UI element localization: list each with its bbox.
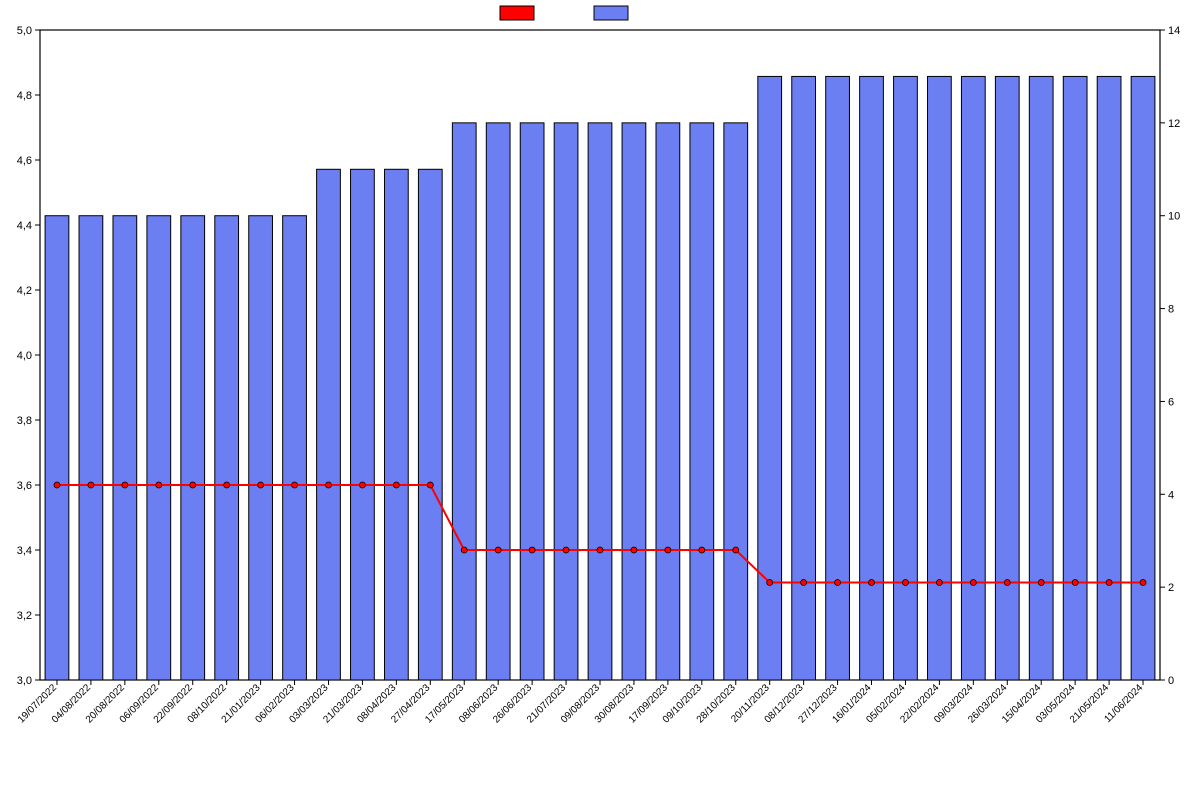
line-marker: [122, 482, 128, 488]
y-left-label: 3,8: [17, 415, 32, 427]
y-left-label: 4,8: [17, 90, 32, 102]
y-right-label: 4: [1168, 489, 1174, 501]
line-marker: [156, 482, 162, 488]
combo-chart: 3,0 3,2 3,4 3,6 3,8 4,0 4,2 4,4 4,6 4,8 5,0 0 2 4 6 8 10…: [0, 0, 1200, 800]
line-marker: [54, 482, 60, 488]
y-left-label: 3,4: [17, 545, 32, 557]
bar: [147, 216, 171, 680]
line-marker: [699, 547, 705, 553]
bar: [1097, 76, 1121, 680]
bar: [79, 216, 103, 680]
line-marker: [835, 580, 841, 586]
bar: [690, 123, 714, 680]
y-left-label: 4,6: [17, 155, 32, 167]
line-marker: [88, 482, 94, 488]
bar: [656, 123, 680, 680]
y-right-label: 2: [1168, 582, 1174, 594]
bar: [215, 216, 239, 680]
line-marker: [563, 547, 569, 553]
bar: [351, 169, 375, 680]
legend-swatch-line: [500, 6, 534, 20]
line-marker: [597, 547, 603, 553]
bar: [894, 76, 918, 680]
bar: [1029, 76, 1053, 680]
line-marker: [665, 547, 671, 553]
line-marker: [1004, 580, 1010, 586]
bar: [384, 169, 408, 680]
y-right-label: 6: [1168, 396, 1174, 408]
line-marker: [529, 547, 535, 553]
y-left-label: 4,2: [17, 285, 32, 297]
line-marker: [767, 580, 773, 586]
line-marker: [869, 580, 875, 586]
bar: [452, 123, 476, 680]
line-marker: [325, 482, 331, 488]
line-marker: [258, 482, 264, 488]
bar: [792, 76, 816, 680]
y-left-label: 3,6: [17, 480, 32, 492]
line-marker: [495, 547, 501, 553]
y-right-label: 14: [1168, 25, 1180, 37]
bar: [45, 216, 69, 680]
bar: [554, 123, 578, 680]
bar: [1063, 76, 1087, 680]
y-left-label: 3,0: [17, 675, 32, 687]
bar: [995, 76, 1019, 680]
line-marker: [1106, 580, 1112, 586]
bar: [520, 123, 544, 680]
line-marker: [224, 482, 230, 488]
bar: [860, 76, 884, 680]
line-marker: [427, 482, 433, 488]
line-marker: [1038, 580, 1044, 586]
y-right-label: 12: [1168, 118, 1180, 130]
line-marker: [292, 482, 298, 488]
line-marker: [1072, 580, 1078, 586]
y-left-label: 4,0: [17, 350, 32, 362]
y-right-label: 8: [1168, 304, 1174, 316]
bar: [928, 76, 952, 680]
bar: [181, 216, 205, 680]
line-marker: [631, 547, 637, 553]
bar: [249, 216, 273, 680]
line-marker: [461, 547, 467, 553]
y-right-label: 0: [1168, 675, 1174, 687]
bar: [283, 216, 307, 680]
bar: [724, 123, 748, 680]
bar: [1131, 76, 1155, 680]
bar: [418, 169, 442, 680]
y-left-label: 4,4: [17, 220, 32, 232]
bar: [961, 76, 985, 680]
legend-swatch-bars: [594, 6, 628, 20]
line-marker: [359, 482, 365, 488]
line-marker: [970, 580, 976, 586]
line-marker: [733, 547, 739, 553]
bar: [588, 123, 612, 680]
bar: [622, 123, 646, 680]
line-marker: [1140, 580, 1146, 586]
line-marker: [801, 580, 807, 586]
line-marker: [936, 580, 942, 586]
line-marker: [190, 482, 196, 488]
y-right-label: 10: [1168, 211, 1180, 223]
y-left-label: 5,0: [17, 25, 32, 37]
bar: [113, 216, 137, 680]
y-left-label: 3,2: [17, 610, 32, 622]
bar: [317, 169, 341, 680]
chart-container: 3,0 3,2 3,4 3,6 3,8 4,0 4,2 4,4 4,6 4,8 5,0 0 2 4 6 8 10…: [0, 0, 1200, 800]
bar: [758, 76, 782, 680]
bar: [486, 123, 510, 680]
line-marker: [902, 580, 908, 586]
bar: [826, 76, 850, 680]
line-marker: [393, 482, 399, 488]
